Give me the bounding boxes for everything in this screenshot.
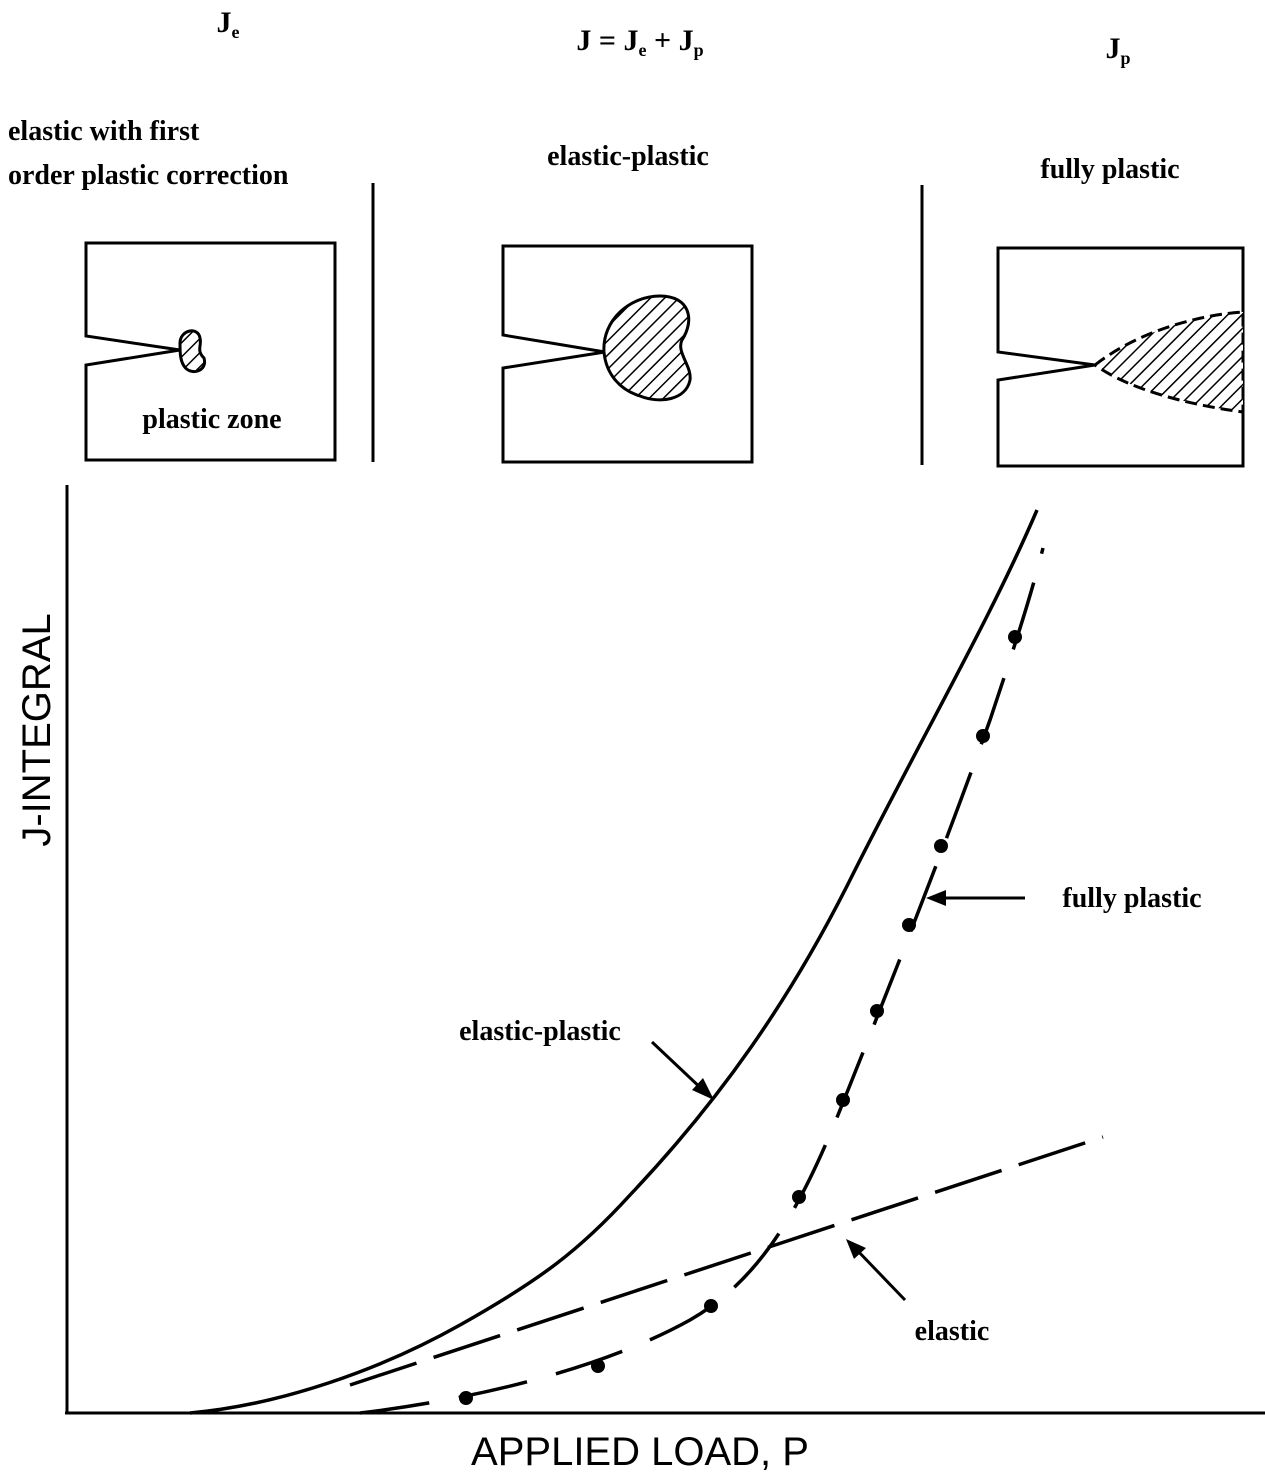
region-label: elastic with first	[8, 116, 200, 147]
fully-plastic-curve	[359, 547, 1045, 1415]
plastic-zone-label: plastic zone	[142, 404, 281, 435]
elastic-curve	[349, 1135, 1104, 1387]
header-right: Jp	[1105, 32, 1130, 68]
y-axis-label: J-INTEGRAL	[15, 613, 59, 846]
header-formula: J = Je + Jp	[576, 24, 703, 60]
header-left: Je	[217, 6, 240, 42]
region-label: fully plastic	[1040, 154, 1179, 185]
elastic-plastic-label: elastic-plastic	[459, 1016, 621, 1047]
region-label: elastic-plastic	[547, 141, 709, 172]
region-label: order plastic correction	[8, 160, 289, 191]
fully-plastic-label: fully plastic	[1062, 883, 1201, 914]
elastic-label: elastic	[915, 1316, 990, 1347]
x-axis-label: APPLIED LOAD, P	[471, 1430, 809, 1473]
elastic-plastic-curve	[189, 509, 1039, 1415]
